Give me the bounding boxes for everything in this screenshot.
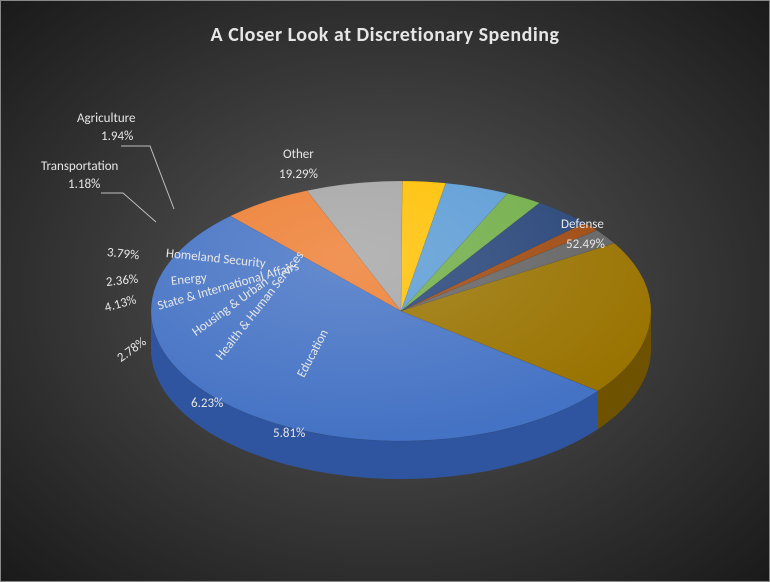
chart-container: A Closer Look at Discretionary Spending … (0, 0, 770, 582)
slice-label: Transportation (41, 159, 118, 175)
slice-percent: 6.23% (191, 396, 223, 412)
leader-line (121, 146, 174, 209)
slice-label: Agriculture (77, 111, 135, 127)
slice-label: Defense (561, 217, 604, 233)
slice-percent: 3.79% (106, 245, 140, 264)
slice-percent: 19.29% (279, 167, 318, 183)
slice-percent: 1.18% (68, 177, 100, 193)
slice-percent: 1.94% (101, 129, 133, 145)
slice-percent: 5.81% (273, 426, 305, 442)
pie-chart (1, 1, 770, 582)
slice-percent: 2.36% (105, 272, 139, 291)
slice-percent: 52.49% (566, 237, 605, 253)
slice-label: Other (283, 147, 314, 163)
leader-line (101, 193, 156, 222)
